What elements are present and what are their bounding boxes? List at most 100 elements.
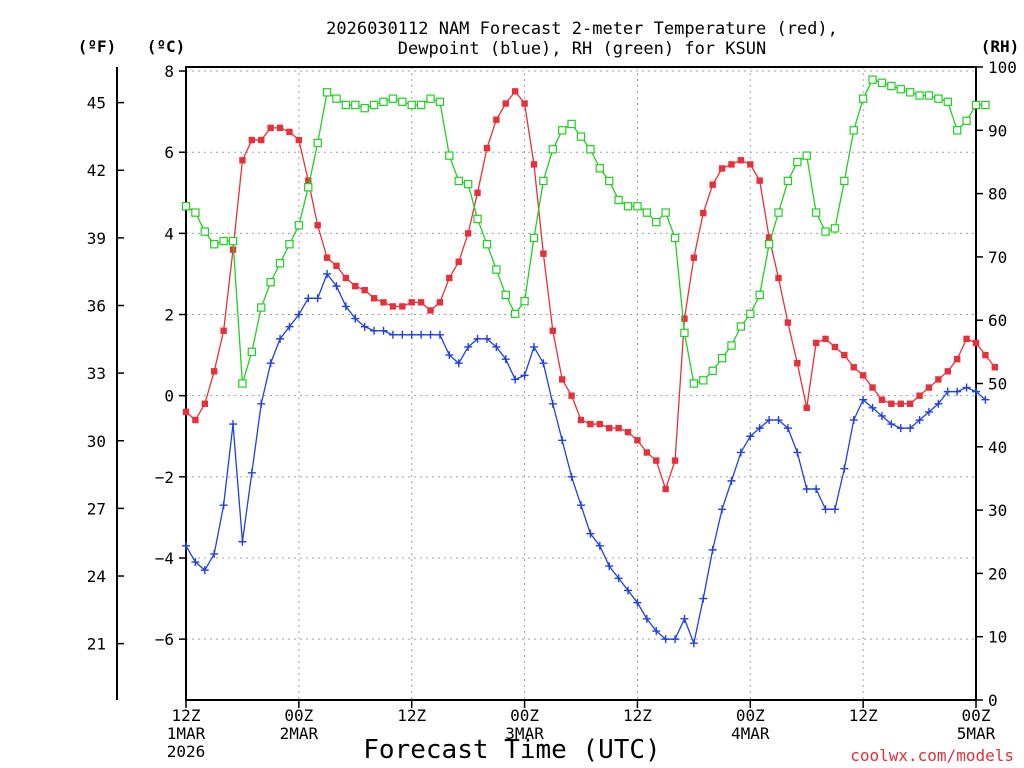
temperature-point bbox=[446, 274, 453, 282]
temperature-point bbox=[906, 400, 914, 407]
chart-title: 2026030112 NAM Forecast 2-meter Temperat… bbox=[326, 19, 838, 59]
rh-point bbox=[642, 208, 652, 217]
temperature-point bbox=[662, 485, 669, 493]
rh-point bbox=[830, 224, 840, 233]
rh-point bbox=[435, 97, 445, 107]
dewpoint-point bbox=[605, 562, 614, 571]
temperature-point bbox=[201, 400, 209, 407]
temperature-point bbox=[464, 230, 472, 237]
temperature-point bbox=[812, 339, 820, 347]
series-layer bbox=[181, 75, 999, 648]
temperature-point bbox=[681, 315, 688, 322]
rh-point bbox=[962, 116, 971, 126]
temperature-point bbox=[389, 303, 397, 310]
dewpoint-point bbox=[981, 395, 990, 404]
rh-point bbox=[605, 176, 614, 186]
rh-point bbox=[257, 303, 266, 312]
temperature-point bbox=[972, 339, 980, 347]
rh-point bbox=[708, 366, 717, 376]
dewpoint-point bbox=[182, 541, 190, 550]
dewpoint-point bbox=[736, 448, 745, 457]
rh-point bbox=[520, 297, 529, 306]
temperature-point bbox=[606, 424, 613, 432]
dewpoint-point bbox=[379, 326, 388, 335]
temperature-point bbox=[728, 161, 735, 168]
dewpoint-point bbox=[689, 639, 698, 648]
dewpoint-point bbox=[699, 594, 708, 603]
rh-tick-label: 10 bbox=[988, 628, 1007, 647]
celsius-tick-label: −2 bbox=[155, 468, 174, 487]
dewpoint-point bbox=[595, 541, 604, 550]
dewpoint-point bbox=[774, 416, 783, 425]
dewpoint-point bbox=[896, 424, 905, 433]
temperature-point bbox=[587, 420, 594, 428]
temperature-point bbox=[380, 299, 387, 306]
dewpoint-point bbox=[454, 359, 463, 368]
rh-point bbox=[219, 236, 228, 246]
dewpoint-point bbox=[859, 395, 868, 404]
rh-point bbox=[351, 100, 360, 110]
dewpoint-point bbox=[962, 383, 971, 392]
rh-point bbox=[398, 97, 407, 107]
dewpoint-point bbox=[624, 586, 633, 595]
dewpoint-point bbox=[746, 432, 755, 441]
dewpoint-point bbox=[906, 424, 915, 433]
dewpoint-point bbox=[924, 407, 933, 416]
rh-point bbox=[332, 94, 341, 103]
rh-point bbox=[228, 236, 238, 246]
rh-point bbox=[304, 183, 313, 192]
dewpoint-point bbox=[671, 635, 680, 644]
rh-tick-label: 20 bbox=[988, 564, 1007, 583]
rh-point bbox=[774, 208, 783, 217]
temperature-point bbox=[182, 408, 190, 416]
x-tick-label: 2026 bbox=[167, 742, 206, 761]
dewpoint-point bbox=[718, 505, 727, 514]
rh-point bbox=[755, 290, 764, 300]
dewpoint-point bbox=[793, 448, 802, 457]
rh-point bbox=[482, 240, 492, 249]
temperature-point bbox=[756, 177, 763, 184]
rh-point bbox=[238, 379, 247, 388]
dewpoint-point bbox=[370, 326, 379, 335]
temperature-point bbox=[276, 124, 284, 132]
rh-point bbox=[492, 265, 501, 274]
temperature-point bbox=[747, 161, 754, 168]
dewpoint-point bbox=[652, 627, 661, 636]
dewpoint-point bbox=[765, 416, 774, 425]
dewpoint-point bbox=[464, 342, 473, 351]
temperature-point bbox=[455, 258, 462, 265]
rh-point bbox=[595, 164, 605, 173]
dewpoint-point bbox=[614, 574, 623, 583]
temperature-point bbox=[822, 335, 829, 343]
celsius-tick-label: 4 bbox=[164, 224, 174, 243]
rh-point bbox=[501, 290, 510, 300]
temperature-point bbox=[925, 384, 933, 391]
dewpoint-point bbox=[257, 399, 266, 408]
x-tick-label: 5MAR bbox=[957, 724, 996, 743]
rh-point bbox=[341, 100, 351, 110]
tick-labels: 86420−2−4−645423936333027242110090807060… bbox=[87, 58, 1017, 761]
rh-tick-label: 100 bbox=[988, 58, 1017, 77]
dewpoint-point bbox=[783, 424, 792, 433]
rh-point bbox=[369, 100, 379, 110]
dewpoint-point bbox=[586, 529, 595, 538]
rh-point bbox=[915, 91, 924, 100]
dewpoint-point bbox=[633, 598, 642, 607]
rh-point bbox=[952, 126, 962, 135]
temperature-point bbox=[568, 392, 575, 399]
temperature-point bbox=[577, 416, 585, 424]
series-dewpoint bbox=[182, 269, 990, 648]
rh-point bbox=[473, 214, 482, 224]
temperature-point bbox=[991, 364, 999, 371]
fahrenheit-tick-label: 30 bbox=[87, 432, 106, 451]
dewpoint-point bbox=[445, 351, 454, 360]
dewpoint-point bbox=[727, 476, 736, 485]
rh-point bbox=[811, 208, 821, 217]
rh-point bbox=[285, 240, 294, 249]
dewpoint-point bbox=[529, 342, 538, 351]
x-tick-label: 12Z bbox=[397, 706, 426, 725]
temperature-point bbox=[361, 286, 368, 294]
rh-point bbox=[510, 309, 520, 319]
temperature-point bbox=[794, 360, 801, 367]
rh-point bbox=[191, 208, 200, 217]
